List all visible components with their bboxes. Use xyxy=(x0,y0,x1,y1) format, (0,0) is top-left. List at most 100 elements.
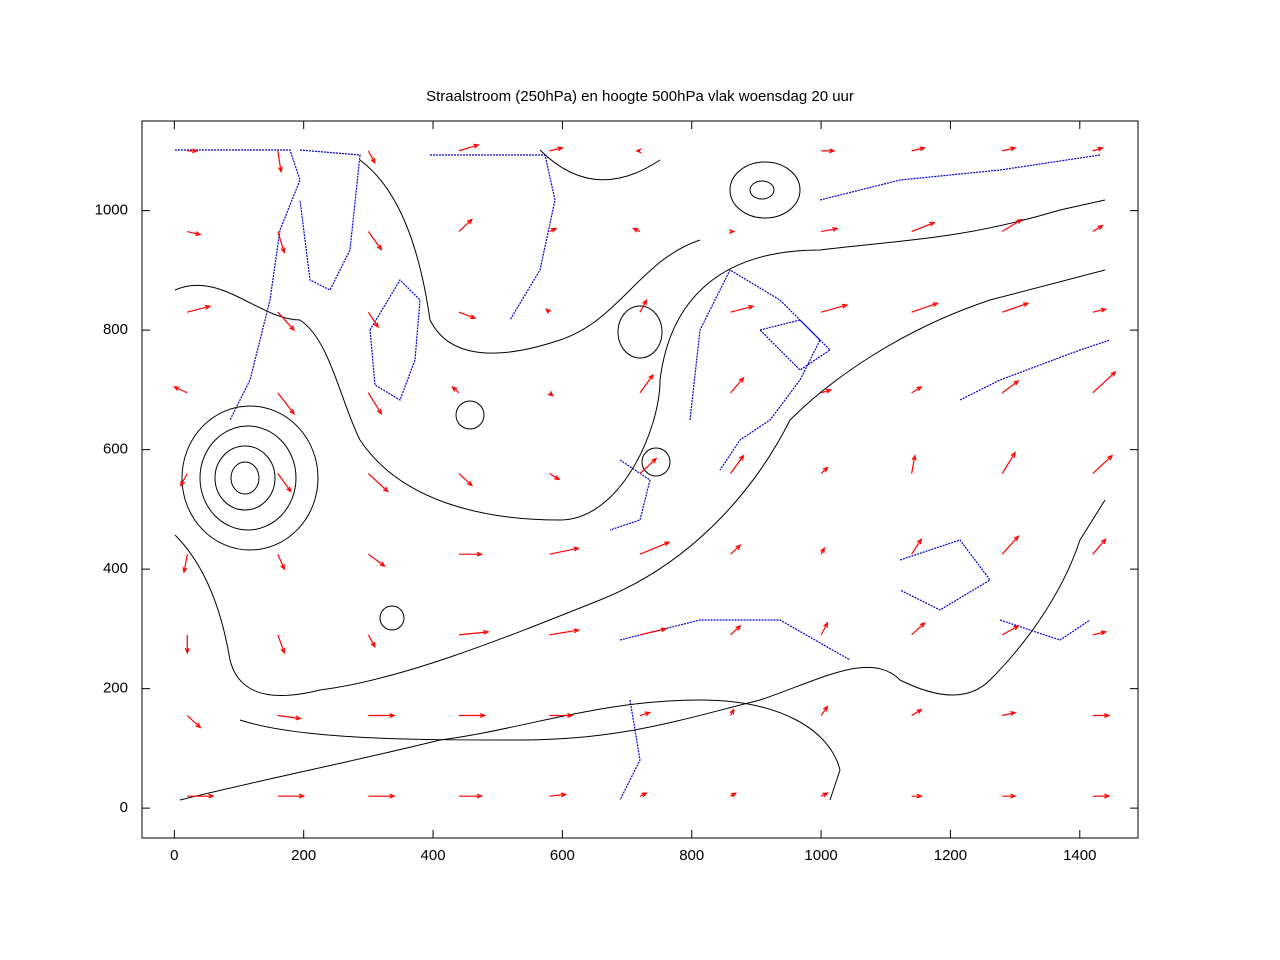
contours xyxy=(174,149,1106,801)
wind-vector xyxy=(911,221,936,233)
contour xyxy=(181,405,319,551)
wind-vector xyxy=(1092,713,1111,719)
wind-vector xyxy=(368,713,396,719)
coastline xyxy=(819,154,1101,201)
x-tick-label: 800 xyxy=(679,847,704,864)
contour xyxy=(239,499,1106,741)
wind-vector xyxy=(1002,793,1017,799)
wind-vector xyxy=(1001,302,1030,313)
y-tick-label: 0 xyxy=(120,799,128,816)
contour xyxy=(230,461,260,495)
wind-vector xyxy=(458,793,484,799)
coastline xyxy=(175,149,301,421)
contour xyxy=(617,305,663,359)
wind-vector xyxy=(911,386,923,394)
coastline xyxy=(299,149,361,291)
wind-vector xyxy=(545,308,552,315)
coastline xyxy=(619,619,851,661)
wind-vector xyxy=(1092,454,1114,474)
wind-vector xyxy=(1092,146,1104,152)
wind-vector xyxy=(277,473,292,493)
contour xyxy=(174,269,1106,697)
coastline xyxy=(369,279,421,401)
wind-vector xyxy=(367,150,376,165)
wind-vector xyxy=(277,553,285,571)
contour xyxy=(359,159,701,354)
wind-vector xyxy=(186,715,202,729)
wind-vector xyxy=(639,298,648,313)
contour xyxy=(199,425,297,531)
wind-vector xyxy=(549,713,574,719)
wind-vector xyxy=(277,634,286,655)
coastline xyxy=(430,154,556,321)
coastline xyxy=(619,699,641,801)
wind-vector xyxy=(187,793,215,799)
wind-vector xyxy=(187,148,199,154)
contour xyxy=(539,149,661,181)
wind-vector xyxy=(277,311,296,332)
wind-vector xyxy=(1092,630,1108,636)
wind-vector xyxy=(821,148,836,154)
wind-vector xyxy=(367,392,383,416)
y-tick-label: 1000 xyxy=(95,202,128,219)
wind-vector xyxy=(730,544,742,555)
wind-vector xyxy=(367,473,389,493)
y-tick-label: 600 xyxy=(103,441,128,458)
wind-vector xyxy=(368,553,386,568)
wind-vector xyxy=(549,792,568,798)
wind-vector xyxy=(1001,625,1020,636)
contour xyxy=(179,699,841,801)
wind-vector xyxy=(730,454,745,474)
wind-vector xyxy=(911,537,923,555)
wind-vector xyxy=(187,230,202,236)
chart-title: Straalstroom (250hPa) en hoogte 500hPa v… xyxy=(426,88,854,105)
wind-vector xyxy=(368,793,396,799)
wind-vector xyxy=(458,218,473,232)
wind-vector xyxy=(549,546,581,555)
wind-vector xyxy=(911,146,927,152)
contour xyxy=(455,400,485,430)
wind-vector xyxy=(911,708,923,717)
y-tick-label: 400 xyxy=(103,560,128,577)
contour xyxy=(749,180,775,200)
wind-vector xyxy=(820,546,826,555)
wind-vector xyxy=(451,385,460,394)
wind-vector xyxy=(277,714,302,721)
wind-vector xyxy=(639,711,652,717)
wind-vector xyxy=(277,150,283,174)
wind-vector xyxy=(1092,793,1111,799)
wind-vector xyxy=(911,793,923,799)
x-tick-label: 1400 xyxy=(1063,847,1096,864)
wind-vector xyxy=(172,386,188,394)
wind-vector xyxy=(549,473,561,481)
wind-vector xyxy=(1001,535,1020,555)
wind-vector xyxy=(730,304,755,313)
wind-vector xyxy=(367,311,379,329)
wind-vector xyxy=(1002,146,1017,152)
coastline xyxy=(689,269,821,471)
wind-vector xyxy=(458,143,480,152)
x-tick-label: 600 xyxy=(550,847,575,864)
wind-vector xyxy=(728,229,736,235)
x-tick-label: 1200 xyxy=(934,847,967,864)
wind-vector xyxy=(639,457,658,474)
wind-vector xyxy=(458,473,473,487)
coastline xyxy=(899,539,991,611)
wind-vector xyxy=(549,146,564,152)
contour xyxy=(174,199,1106,521)
coastline xyxy=(959,339,1111,401)
wind-vector xyxy=(1001,451,1016,474)
wind-vector xyxy=(458,311,477,320)
wind-vector xyxy=(820,621,829,636)
wind-vector xyxy=(180,473,188,487)
wind-vector xyxy=(639,627,668,636)
wind-vector xyxy=(639,373,654,394)
coastline xyxy=(999,619,1091,641)
wind-vector xyxy=(549,628,581,636)
wind-vector xyxy=(277,231,286,254)
wind-vector xyxy=(1001,218,1023,233)
wind-vector xyxy=(187,304,212,313)
wind-vector xyxy=(730,792,738,798)
x-tick-label: 200 xyxy=(291,847,316,864)
wind-vector xyxy=(729,708,735,716)
